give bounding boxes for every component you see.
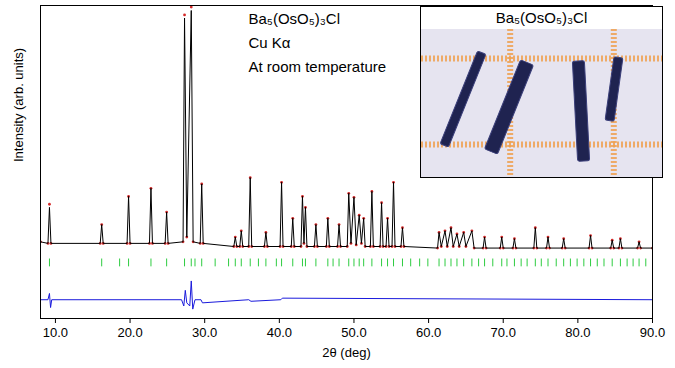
- svg-text:30.0: 30.0: [192, 325, 217, 340]
- svg-text:Ba₅(OsO₅)₃Cl: Ba₅(OsO₅)₃Cl: [249, 10, 341, 27]
- svg-text:At room temperature: At room temperature: [249, 58, 387, 75]
- svg-text:10.0: 10.0: [43, 325, 68, 340]
- svg-text:2θ (deg): 2θ (deg): [322, 345, 370, 360]
- svg-text:Cu Kα: Cu Kα: [249, 34, 291, 51]
- svg-text:60.0: 60.0: [416, 325, 441, 340]
- svg-text:80.0: 80.0: [565, 325, 590, 340]
- svg-text:70.0: 70.0: [491, 325, 516, 340]
- svg-text:40.0: 40.0: [267, 325, 292, 340]
- svg-text:50.0: 50.0: [341, 325, 366, 340]
- html-text:Ba₅(OsO₅)₃Cl: Ba₅(OsO₅)₃Cl: [495, 9, 588, 26]
- svg-text:20.0: 20.0: [117, 325, 142, 340]
- svg-text:90.0: 90.0: [640, 325, 665, 340]
- svg-text:Intensity (arb. units): Intensity (arb. units): [11, 48, 26, 162]
